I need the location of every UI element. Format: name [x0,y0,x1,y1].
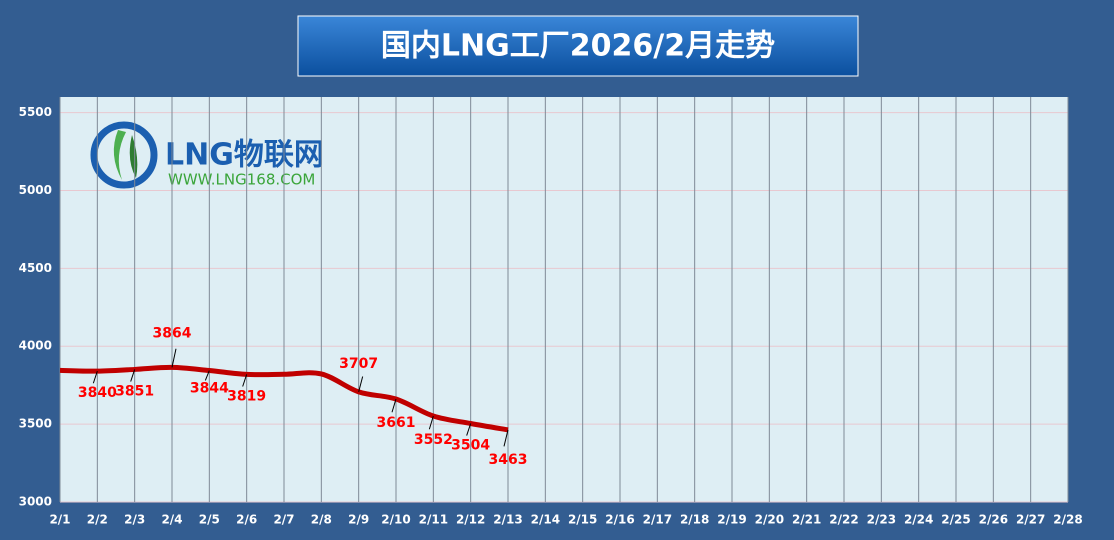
y-tick-label: 4000 [19,339,52,353]
y-tick-label: 4500 [19,261,52,275]
label-leader [171,348,177,368]
x-tick-label: 2/10 [381,513,410,527]
data-label: 3707 [339,356,378,372]
x-tick-label: 2/4 [161,513,182,527]
x-tick-label: 2/3 [124,513,145,527]
x-tick-label: 2/15 [568,513,597,527]
title-box [297,15,859,77]
x-tick-label: 2/17 [643,513,672,527]
x-tick-label: 2/26 [979,513,1008,527]
x-tick-label: 2/6 [236,513,257,527]
x-tick-label: 2/5 [199,513,220,527]
data-label: 3552 [414,432,453,448]
label-leader [204,370,210,381]
logo-leaf [113,130,126,180]
label-leader [466,423,472,436]
label-leader [358,376,364,392]
logo-url: WWW.LNG168.COM [168,171,315,189]
x-tick-label: 2/23 [867,513,896,527]
label-leader [92,370,98,384]
data-label: 3463 [489,452,528,468]
data-label: 3864 [153,325,192,341]
data-label: 3661 [377,415,416,431]
chart-title: 国内LNG工厂2026/2月走势 [381,29,775,64]
plot-area [60,97,1068,502]
x-tick-label: 2/28 [1053,513,1082,527]
logo-name: LNG物联网 [165,138,324,173]
y-tick-label: 3000 [19,495,52,509]
x-tick-label: 2/12 [456,513,485,527]
label-leader [428,415,434,430]
label-leader [242,374,248,387]
x-tick-label: 2/7 [273,513,294,527]
x-tick-label: 2/19 [717,513,746,527]
x-tick-label: 2/2 [87,513,108,527]
logo-leaf [129,135,138,178]
data-label: 3504 [451,437,490,453]
data-label: 3840 [78,385,117,401]
x-tick-label: 2/20 [755,513,784,527]
label-leader [391,398,397,413]
x-tick-label: 2/22 [829,513,858,527]
x-tick-label: 2/18 [680,513,709,527]
data-label: 3819 [227,388,266,404]
y-tick-label: 5500 [19,105,52,119]
x-tick-label: 2/8 [311,513,332,527]
data-label: 3844 [190,381,229,397]
data-label: 3851 [115,383,154,399]
x-tick-label: 2/25 [941,513,970,527]
x-tick-label: 2/16 [605,513,634,527]
x-tick-label: 2/1 [49,513,70,527]
x-tick-label: 2/27 [1016,513,1045,527]
x-tick-label: 2/24 [904,513,933,527]
label-leader [503,429,509,447]
x-tick-label: 2/14 [531,513,560,527]
y-tick-label: 5000 [19,183,52,197]
x-tick-label: 2/21 [792,513,821,527]
label-leader [130,369,136,382]
logo-ring [90,121,158,189]
y-tick-label: 3500 [19,417,52,431]
series-line [59,364,509,433]
logo: LNG物联网 WWW.LNG168.COM [90,121,324,189]
x-tick-label: 2/11 [419,513,448,527]
x-tick-label: 2/9 [348,513,369,527]
x-tick-label: 2/13 [493,513,522,527]
